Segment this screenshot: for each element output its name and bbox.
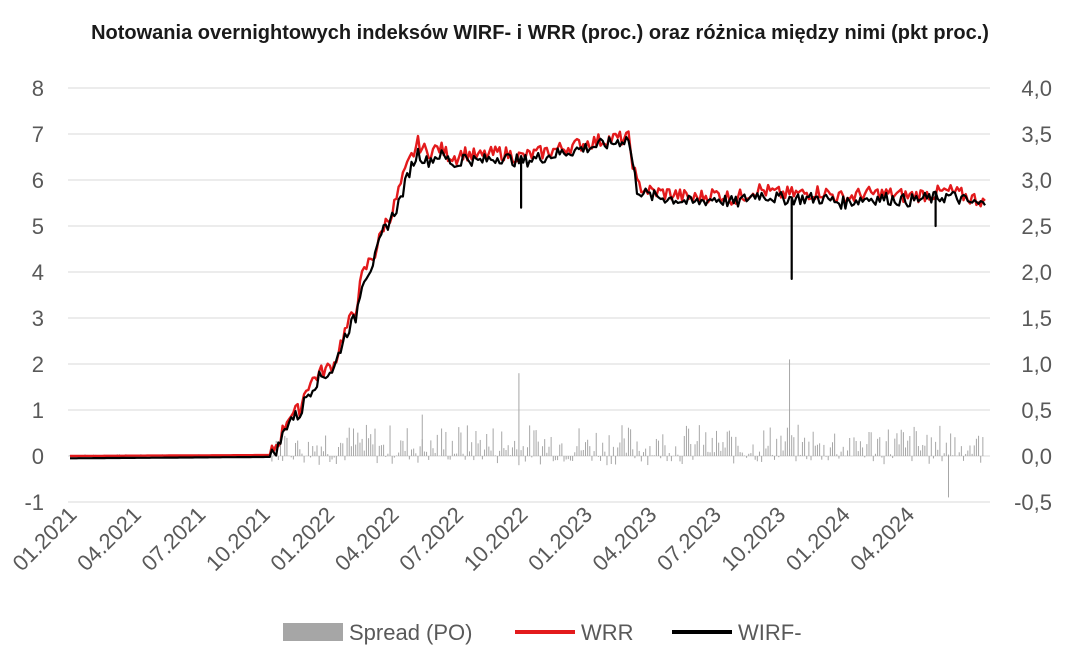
- left-tick-label: 0: [32, 444, 44, 469]
- x-tick-label: 01.2024: [781, 502, 855, 576]
- x-tick-label: 10.2023: [716, 502, 790, 576]
- x-tick-label: 07.2022: [394, 502, 468, 576]
- right-tick-label: 2,5: [1021, 214, 1052, 239]
- right-tick-label: -0,5: [1014, 490, 1052, 515]
- legend: Spread (PO) WRR WIRF-: [283, 620, 802, 645]
- series-line-wirf: [70, 135, 986, 460]
- legend-label: WIRF-: [738, 620, 802, 645]
- x-tick-label: 01.2021: [8, 502, 82, 576]
- x-tick-label: 04.2022: [330, 502, 404, 576]
- x-tick-label: 04.2024: [845, 502, 919, 576]
- chart-title: Notowania overnightowych indeksów WIRF- …: [91, 22, 989, 44]
- left-tick-label: 8: [32, 76, 44, 101]
- legend-swatch-spread: [283, 623, 343, 641]
- x-tick-label: 07.2021: [136, 502, 210, 576]
- left-tick-label: -1: [24, 490, 44, 515]
- left-axis: 8 7 6 5 4 3 2 1 0 -1: [24, 76, 44, 515]
- series-line-wrr: [70, 130, 986, 458]
- series-lines: [70, 130, 986, 460]
- left-tick-label: 5: [32, 214, 44, 239]
- right-tick-label: 4,0: [1021, 76, 1052, 101]
- right-tick-label: 2,0: [1021, 260, 1052, 285]
- legend-label: WRR: [581, 620, 634, 645]
- left-tick-label: 4: [32, 260, 44, 285]
- x-tick-label: 01.2022: [265, 502, 339, 576]
- right-tick-label: 1,0: [1021, 352, 1052, 377]
- left-tick-label: 2: [32, 352, 44, 377]
- right-tick-label: 0,5: [1021, 398, 1052, 423]
- right-tick-label: 3,0: [1021, 168, 1052, 193]
- x-tick-label: 10.2021: [201, 502, 275, 576]
- legend-label: Spread (PO): [349, 620, 473, 645]
- x-axis: 01.202104.202107.202110.202101.202204.20…: [8, 502, 920, 576]
- right-tick-label: 1,5: [1021, 306, 1052, 331]
- x-tick-label: 04.2021: [72, 502, 146, 576]
- left-tick-label: 3: [32, 306, 44, 331]
- left-tick-label: 6: [32, 168, 44, 193]
- left-tick-label: 1: [32, 398, 44, 423]
- x-tick-label: 07.2023: [652, 502, 726, 576]
- right-tick-label: 3,5: [1021, 122, 1052, 147]
- right-tick-label: 0,0: [1021, 444, 1052, 469]
- x-tick-label: 01.2023: [523, 502, 597, 576]
- left-tick-label: 7: [32, 122, 44, 147]
- x-tick-label: 10.2022: [459, 502, 533, 576]
- x-tick-label: 04.2023: [588, 502, 662, 576]
- spread-bars: [69, 359, 984, 498]
- right-axis: 4,0 3,5 3,0 2,5 2,0 1,5 1,0 0,5 0,0 -0,5: [1014, 76, 1052, 515]
